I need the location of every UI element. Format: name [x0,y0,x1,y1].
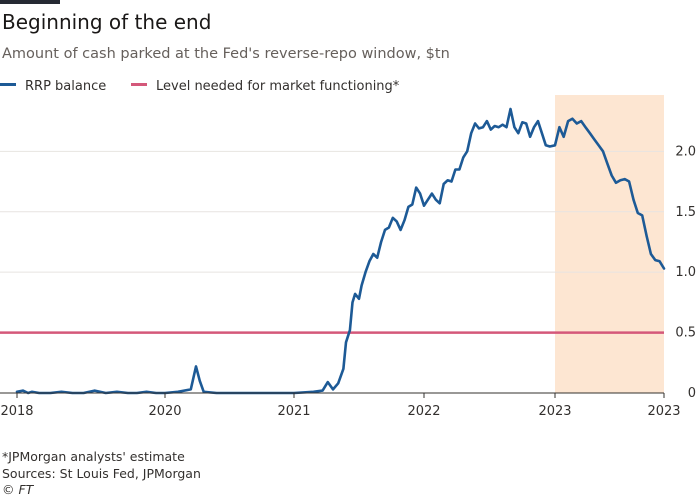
y-tick-label: 2.0 [675,144,696,159]
brand-bar [0,0,60,4]
copyright: © FT [2,482,34,497]
highlight-band [555,95,664,393]
y-tick-label: 0 [688,386,696,401]
y-tick-label: 1.0 [675,265,696,280]
chart-subtitle: Amount of cash parked at the Fed's rever… [2,46,450,62]
sources-note: Sources: St Louis Fed, JPMorgan [2,466,201,481]
line-chart: 56% decline in 2023 0 0.5 1.0 1.5 2.0 2018 202… [0,95,696,415]
x-tick-label: 2020 [148,404,181,415]
chart-title: Beginning of the end [2,10,212,34]
legend-label-rrp: RRP balance [25,79,107,94]
x-tick-label: 2023 [647,404,680,415]
footnote: *JPMorgan analysts' estimate [2,449,185,464]
x-tick-label: 2018 [0,404,33,415]
x-tick-label: 2022 [407,404,440,415]
legend-item-rrp: RRP balance [0,79,106,94]
y-tick-label: 1.5 [675,205,696,220]
x-tick-label: 2021 [277,404,310,415]
annotation-label: 56% decline in 2023 [545,95,678,96]
legend-label-threshold: Level needed for market functioning* [156,79,400,94]
x-tick-label: 2023 [538,404,571,415]
rrp-balance-line [15,107,666,395]
legend-swatch-rrp [0,83,16,86]
legend-item-threshold: Level needed for market functioning* [131,79,399,94]
legend-swatch-threshold [131,83,147,86]
y-tick-label: 0.5 [675,326,696,341]
